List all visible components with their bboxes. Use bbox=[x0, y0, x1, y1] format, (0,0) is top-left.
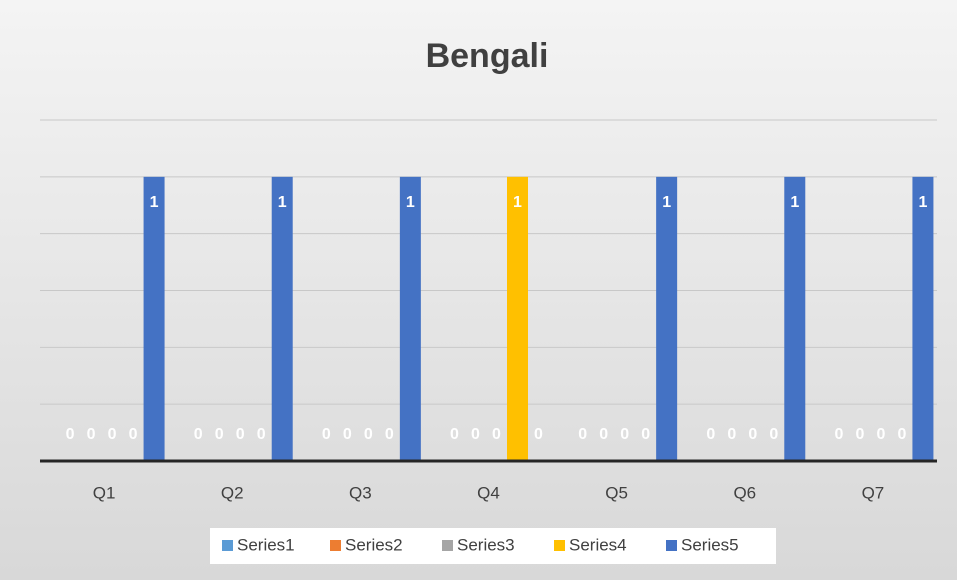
x-tick-label: Q7 bbox=[862, 483, 885, 502]
data-label: 0 bbox=[194, 426, 203, 443]
legend-swatch bbox=[554, 540, 565, 551]
x-tick-label: Q4 bbox=[477, 483, 500, 502]
bar bbox=[399, 176, 421, 462]
legend-box bbox=[210, 528, 776, 564]
data-label: 0 bbox=[343, 426, 352, 443]
data-label: 0 bbox=[215, 426, 224, 443]
legend-swatch bbox=[666, 540, 677, 551]
data-label: 0 bbox=[578, 426, 587, 443]
legend-swatch bbox=[330, 540, 341, 551]
legend-label: Series3 bbox=[457, 535, 515, 554]
data-label: 0 bbox=[769, 426, 778, 443]
data-label: 0 bbox=[450, 426, 459, 443]
legend-label: Series2 bbox=[345, 535, 403, 554]
data-label: 1 bbox=[406, 194, 415, 211]
data-label: 0 bbox=[897, 426, 906, 443]
legend-swatch bbox=[442, 540, 453, 551]
data-label: 0 bbox=[87, 426, 96, 443]
data-label: 0 bbox=[257, 426, 266, 443]
data-label: 1 bbox=[150, 194, 159, 211]
data-label: 1 bbox=[513, 194, 522, 211]
data-label: 0 bbox=[876, 426, 885, 443]
bar bbox=[143, 176, 165, 462]
data-label: 0 bbox=[641, 426, 650, 443]
legend-swatch bbox=[222, 540, 233, 551]
bar bbox=[784, 176, 806, 462]
data-label: 1 bbox=[278, 194, 287, 211]
x-tick-label: Q3 bbox=[349, 483, 372, 502]
data-label: 0 bbox=[706, 426, 715, 443]
data-label: 0 bbox=[236, 426, 245, 443]
data-label: 0 bbox=[534, 426, 543, 443]
bar bbox=[271, 176, 293, 462]
legend-label: Series4 bbox=[569, 535, 627, 554]
data-label: 1 bbox=[662, 194, 671, 211]
x-tick-label: Q1 bbox=[93, 483, 116, 502]
bar bbox=[912, 176, 934, 462]
chart-title: Bengali bbox=[426, 37, 549, 75]
x-tick-label: Q2 bbox=[221, 483, 244, 502]
data-label: 1 bbox=[918, 194, 927, 211]
x-tick-label: Q6 bbox=[733, 483, 756, 502]
data-label: 0 bbox=[492, 426, 501, 443]
data-label: 0 bbox=[322, 426, 331, 443]
bar bbox=[656, 176, 678, 462]
data-label: 0 bbox=[727, 426, 736, 443]
legend-label: Series5 bbox=[681, 535, 739, 554]
data-label: 0 bbox=[129, 426, 138, 443]
data-label: 0 bbox=[748, 426, 757, 443]
data-label: 1 bbox=[790, 194, 799, 211]
data-label: 0 bbox=[471, 426, 480, 443]
data-label: 0 bbox=[108, 426, 117, 443]
bar bbox=[507, 176, 528, 462]
data-label: 0 bbox=[834, 426, 843, 443]
data-label: 0 bbox=[66, 426, 75, 443]
data-label: 0 bbox=[855, 426, 864, 443]
legend-label: Series1 bbox=[237, 535, 295, 554]
data-label: 0 bbox=[599, 426, 608, 443]
data-label: 0 bbox=[364, 426, 373, 443]
data-label: 0 bbox=[620, 426, 629, 443]
data-label: 0 bbox=[385, 426, 394, 443]
x-tick-label: Q5 bbox=[605, 483, 628, 502]
